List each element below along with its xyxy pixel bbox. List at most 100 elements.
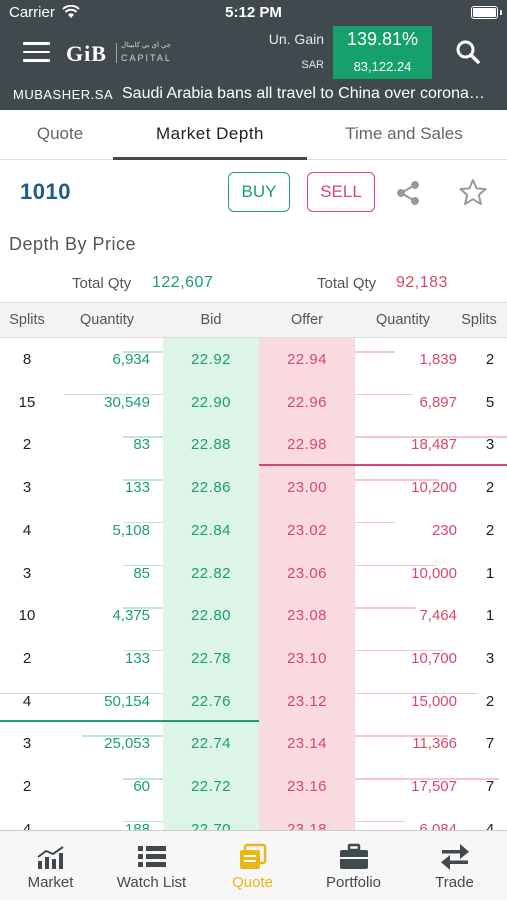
bid-price: 22.70 <box>190 820 232 830</box>
header-bid-splits: Splits <box>9 312 45 328</box>
ask-total-label: Total Qty <box>317 275 377 292</box>
search-icon[interactable] <box>455 39 481 65</box>
logo-arabic: جي اي بي كابيتال <box>121 42 172 49</box>
favorite-star-icon[interactable] <box>458 178 488 206</box>
tab-bar-portfolio[interactable]: Portfolio <box>303 831 404 900</box>
offer-price: 23.12 <box>286 692 328 710</box>
bid-splits: 3 <box>22 479 32 497</box>
depth-row[interactable]: 8 6,934 22.92 22.94 1,839 2 <box>0 338 507 381</box>
market-chart-icon <box>37 846 64 869</box>
bid-volume-bar <box>123 778 163 780</box>
bid-quantity: 50,154 <box>104 692 150 710</box>
tab-bar-watch-list[interactable]: Watch List <box>101 831 202 900</box>
depth-row[interactable]: 4 50,154 22.76 23.12 15,000 2 <box>0 680 507 723</box>
tab-bar-quote[interactable]: Quote <box>202 831 303 900</box>
ask-splits: 2 <box>485 351 495 368</box>
ask-volume-bar <box>355 393 413 396</box>
logo-subtitle: CAPITAL <box>121 53 172 63</box>
bid-splits: 3 <box>22 735 32 753</box>
active-tab-indicator <box>113 157 307 160</box>
buy-button[interactable]: BUY <box>228 172 290 212</box>
bid-volume-bar <box>81 735 163 737</box>
tab-bar-market[interactable]: Market <box>0 831 101 900</box>
offer-price: 22.98 <box>286 436 328 454</box>
depth-row[interactable]: 3 85 22.82 23.06 10,000 1 <box>0 552 507 595</box>
bid-volume-bar <box>123 649 163 652</box>
depth-row[interactable]: 3 25,053 22.74 23.14 11,366 7 <box>0 722 507 765</box>
ask-volume-bar <box>355 692 479 695</box>
ask-quantity: 15,000 <box>411 692 457 710</box>
ask-quantity: 17,507 <box>411 778 457 795</box>
header-bid: Bid <box>200 312 222 328</box>
bid-quantity: 5,108 <box>112 521 150 539</box>
tab-quote[interactable]: Quote <box>36 124 84 143</box>
depth-row[interactable]: 3 133 22.86 23.00 10,200 2 <box>0 466 507 509</box>
symbol-row: 1010 BUY SELL <box>0 160 507 223</box>
depth-table[interactable]: 8 6,934 22.92 22.94 1,839 2 15 30,549 22.90 22.96… <box>0 338 507 830</box>
depth-row[interactable]: 4 188 22.70 23.18 6,084 4 <box>0 808 507 830</box>
depth-row[interactable]: 2 133 22.78 23.10 10,700 3 <box>0 637 507 680</box>
ask-total-qty: 92,183 <box>396 274 448 291</box>
header-ask-splits: Splits <box>461 312 497 328</box>
logo-divider <box>116 43 117 63</box>
unrealized-gain-label: Un. Gain <box>268 31 324 47</box>
offer-price: 23.02 <box>286 521 328 539</box>
depth-row[interactable]: 10 4,375 22.80 23.08 7,464 1 <box>0 594 507 637</box>
tab-bar-label: Trade <box>435 874 474 891</box>
ask-splits: 2 <box>485 479 495 497</box>
ask-quantity: 230 <box>431 521 457 539</box>
trade-arrows-icon <box>441 844 469 870</box>
bid-total-label: Total Qty <box>72 275 132 292</box>
bid-volume-bar <box>123 607 163 609</box>
menu-icon[interactable] <box>23 42 50 62</box>
status-time: 5:12 PM <box>225 4 282 21</box>
bid-price: 22.80 <box>190 607 232 625</box>
bid-splits: 10 <box>18 607 36 625</box>
bid-splits: 4 <box>22 692 32 710</box>
bid-volume-bar <box>123 820 163 823</box>
sell-button[interactable]: SELL <box>307 172 375 212</box>
ask-quantity: 11,366 <box>412 735 457 753</box>
battery-tip <box>500 10 502 15</box>
news-ticker[interactable]: MUBASHER.SA Saudi Arabia bans all travel… <box>0 79 507 110</box>
currency-label: SAR <box>301 59 324 71</box>
depth-row[interactable]: 4 5,108 22.84 23.02 230 2 <box>0 509 507 552</box>
logo-text: GiB <box>66 41 107 66</box>
symbol-code: 1010 <box>20 179 71 204</box>
depth-row[interactable]: 15 30,549 22.90 22.96 6,897 5 <box>0 381 507 424</box>
tab-bar-label: Watch List <box>116 874 187 891</box>
tab-time-and-sales[interactable]: Time and Sales <box>345 124 463 143</box>
unrealized-gain-box[interactable]: 139.81% 83,122.24 <box>333 26 432 79</box>
bid-volume-bar <box>123 564 163 566</box>
bid-splits: 15 <box>18 393 36 411</box>
quote-icon <box>240 843 267 869</box>
ask-quantity: 10,700 <box>411 649 457 667</box>
ask-splits: 3 <box>485 649 495 667</box>
bid-price: 22.78 <box>190 649 232 667</box>
wifi-icon <box>62 5 80 18</box>
gain-value: 83,122.24 <box>353 59 412 74</box>
tab-market-depth[interactable]: Market Depth <box>155 124 265 143</box>
ask-splits: 4 <box>485 820 495 830</box>
tab-bar-label: Market <box>27 874 74 891</box>
ask-volume-bar <box>355 351 395 353</box>
offer-price: 22.94 <box>286 351 328 368</box>
bid-volume-bar <box>123 436 163 438</box>
ask-cumulative-marker <box>259 464 507 466</box>
depth-row[interactable]: 2 60 22.72 23.16 17,507 7 <box>0 765 507 808</box>
ask-splits: 3 <box>485 436 495 454</box>
tab-bar-trade[interactable]: Trade <box>404 831 505 900</box>
ask-volume-bar <box>355 436 507 438</box>
bid-price: 22.88 <box>190 436 232 454</box>
quote-tabs: Quote Market Depth Time and Sales <box>0 110 507 160</box>
ask-column-bg <box>259 338 355 830</box>
bid-volume-bar <box>123 351 163 353</box>
bid-splits: 2 <box>22 436 32 454</box>
offer-price: 23.16 <box>286 778 328 795</box>
status-bar: Carrier 5:12 PM <box>0 0 507 26</box>
depth-row[interactable]: 2 83 22.88 22.98 18,487 3 <box>0 423 507 466</box>
bid-price: 22.92 <box>190 351 232 368</box>
ask-splits: 7 <box>485 778 495 795</box>
bid-quantity: 60 <box>133 778 150 795</box>
share-icon[interactable] <box>395 180 421 206</box>
